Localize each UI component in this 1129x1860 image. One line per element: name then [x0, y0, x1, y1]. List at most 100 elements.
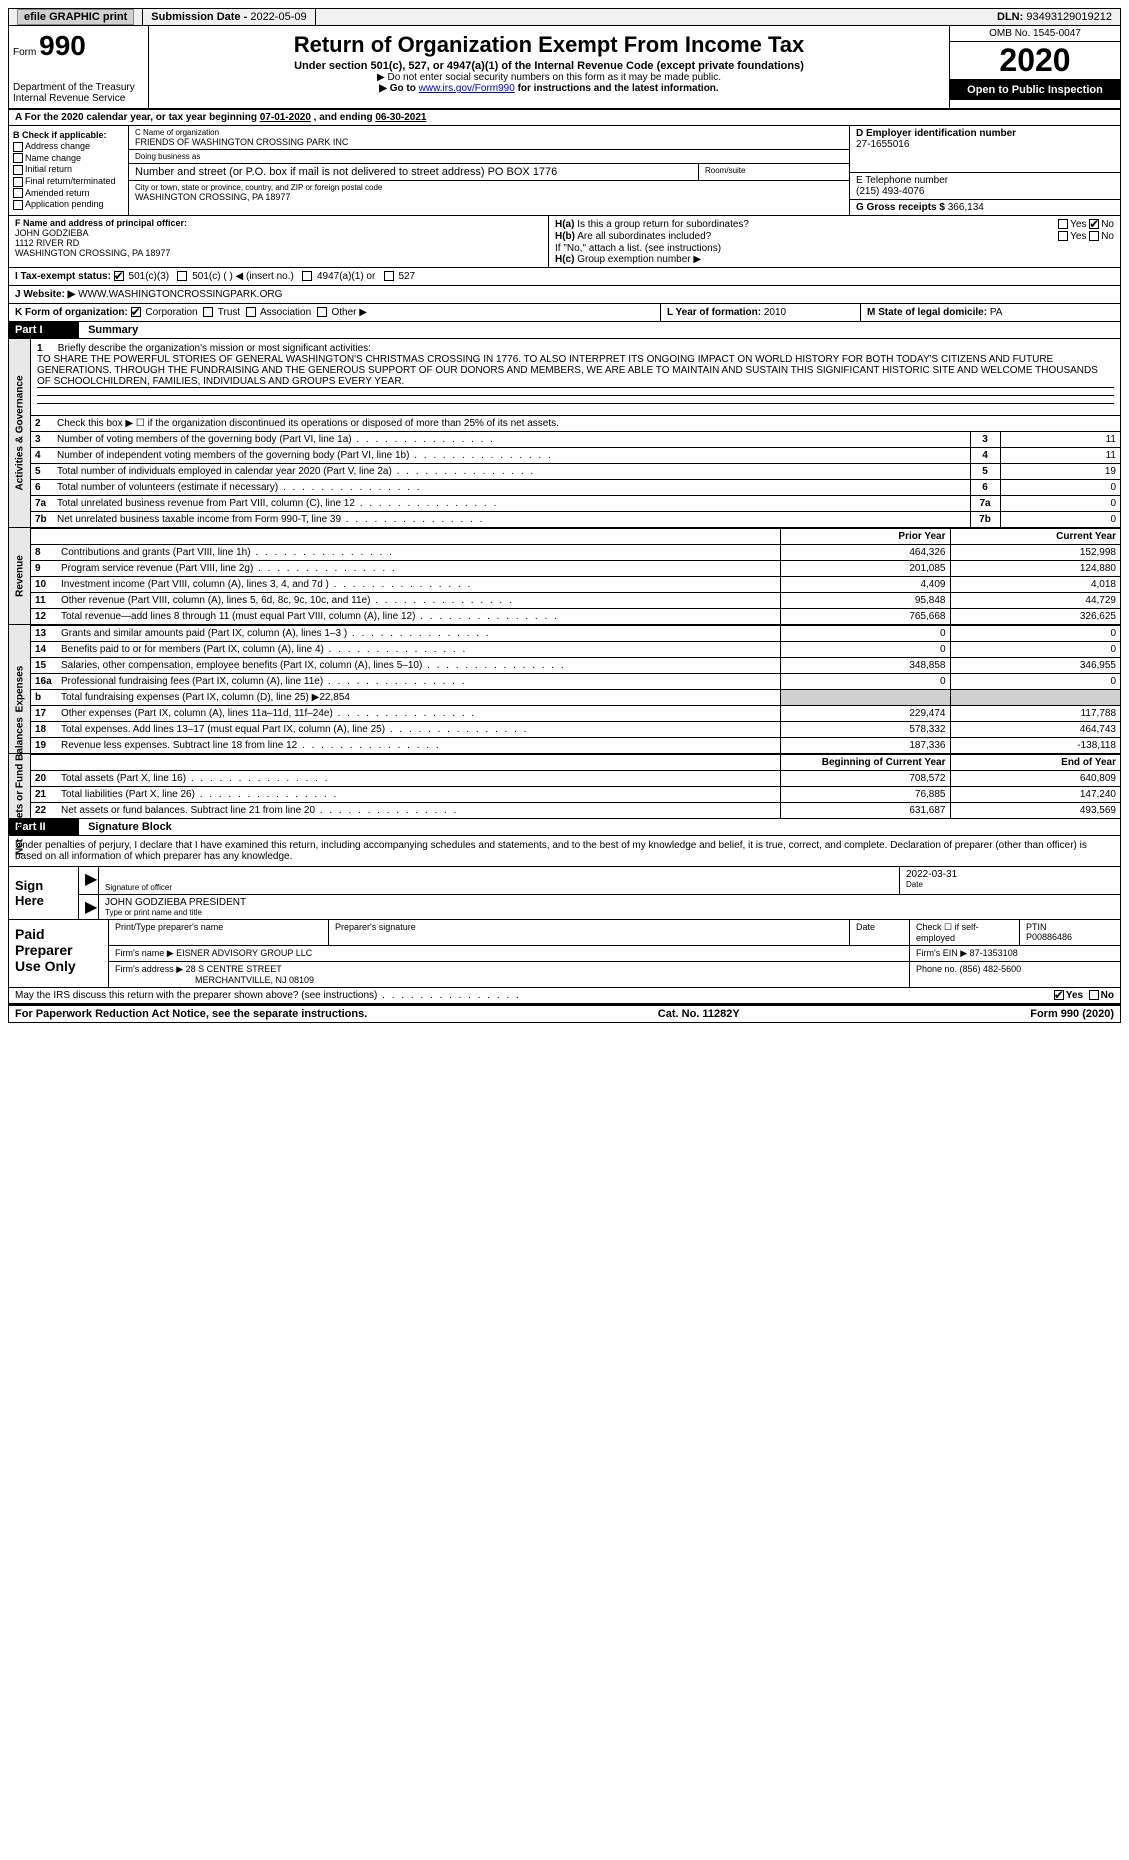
- signature-block: Under penalties of perjury, I declare th…: [8, 836, 1121, 988]
- efile-print-button[interactable]: efile GRAPHIC print: [17, 9, 134, 25]
- table-row: 4Number of independent voting members of…: [31, 447, 1120, 463]
- officer-label: F Name and address of principal officer:: [15, 218, 187, 228]
- table-row: 16aProfessional fundraising fees (Part I…: [31, 673, 1120, 689]
- sig-date: 2022-03-31: [906, 869, 1114, 880]
- officer-name-title: JOHN GODZIEBA PRESIDENT: [105, 897, 1114, 908]
- table-row: 17Other expenses (Part IX, column (A), l…: [31, 705, 1120, 721]
- perjury-declaration: Under penalties of perjury, I declare th…: [9, 836, 1120, 866]
- expenses-block: Expenses 13Grants and similar amounts pa…: [8, 625, 1121, 754]
- table-row: 19Revenue less expenses. Subtract line 1…: [31, 737, 1120, 753]
- firm-addr1: 28 S CENTRE STREET: [186, 964, 282, 974]
- form-header: Form 990 Department of the Treasury Inte…: [8, 26, 1121, 109]
- revenue-block: Revenue Prior YearCurrent Year8Contribut…: [8, 528, 1121, 625]
- hb-note: If "No," attach a list. (see instruction…: [555, 243, 1114, 254]
- sign-here-label: Sign Here: [9, 867, 79, 919]
- officer-addr2: WASHINGTON CROSSING, PA 18977: [15, 248, 170, 258]
- gross-receipts: 366,134: [948, 202, 984, 213]
- ein-label: D Employer identification number: [856, 128, 1016, 139]
- ptin: P00886486: [1026, 932, 1072, 942]
- net-assets-block: Net Assets or Fund Balances Beginning of…: [8, 754, 1121, 819]
- side-label-expenses: Expenses: [14, 665, 25, 712]
- submission-date: Submission Date - 2022-05-09: [143, 9, 315, 25]
- irs-link[interactable]: www.irs.gov/Form990: [419, 83, 515, 94]
- table-row: 18Total expenses. Add lines 13–17 (must …: [31, 721, 1120, 737]
- table-row: 2Check this box ▶ ☐ if the organization …: [31, 415, 1120, 431]
- open-to-public: Open to Public Inspection: [950, 80, 1120, 100]
- top-bar: efile GRAPHIC print Submission Date - 20…: [8, 8, 1121, 26]
- form-number: 990: [39, 30, 86, 61]
- website-row: J Website: ▶ WWW.WASHINGTONCROSSINGPARK.…: [8, 286, 1121, 304]
- suite-label: Room/suite: [699, 164, 849, 180]
- table-row: 7bNet unrelated business taxable income …: [31, 511, 1120, 527]
- cat-no: Cat. No. 11282Y: [658, 1008, 740, 1020]
- ssn-warning: ▶ Do not enter social security numbers o…: [153, 72, 945, 83]
- governance-table: 2Check this box ▶ ☐ if the organization …: [31, 415, 1120, 527]
- paid-preparer-label: Paid Preparer Use Only: [9, 920, 109, 987]
- table-row: 20Total assets (Part X, line 16)708,5726…: [31, 770, 1120, 786]
- table-row: 8Contributions and grants (Part VIII, li…: [31, 544, 1120, 560]
- officer-addr1: 1112 RIVER RD: [15, 238, 79, 248]
- table-row: 21Total liabilities (Part X, line 26)76,…: [31, 786, 1120, 802]
- side-label-governance: Activities & Governance: [14, 375, 25, 490]
- form-ref: Form 990 (2020): [1030, 1008, 1114, 1020]
- tax-year: 2020: [950, 42, 1120, 80]
- footer: For Paperwork Reduction Act Notice, see …: [8, 1004, 1121, 1023]
- tax-year-line: A For the 2020 calendar year, or tax yea…: [8, 109, 1121, 126]
- city-label: City or town, state or province, country…: [135, 183, 843, 192]
- check-if-applicable: B Check if applicable: Address change Na…: [9, 126, 129, 215]
- org-name: FRIENDS OF WASHINGTON CROSSING PARK INC: [135, 137, 348, 147]
- part-2-header: Part II Signature Block: [8, 819, 1121, 836]
- table-row: 15Salaries, other compensation, employee…: [31, 657, 1120, 673]
- phone: (215) 493-4076: [856, 186, 924, 197]
- table-row: 14Benefits paid to or for members (Part …: [31, 641, 1120, 657]
- website-url: WWW.WASHINGTONCROSSINGPARK.ORG: [78, 289, 282, 300]
- expenses-table: 13Grants and similar amounts paid (Part …: [31, 625, 1120, 753]
- table-row: 10Investment income (Part VIII, column (…: [31, 576, 1120, 592]
- firm-name: EISNER ADVISORY GROUP LLC: [176, 948, 312, 958]
- governance-block: Activities & Governance 1 Briefly descri…: [8, 339, 1121, 528]
- entity-block: B Check if applicable: Address change Na…: [8, 126, 1121, 216]
- sig-officer-label: Signature of officer: [105, 883, 893, 892]
- table-row: 5Total number of individuals employed in…: [31, 463, 1120, 479]
- street: PO BOX 1776: [488, 166, 558, 178]
- table-row: 12Total revenue—add lines 8 through 11 (…: [31, 608, 1120, 624]
- officer-row: F Name and address of principal officer:…: [8, 216, 1121, 268]
- table-row: 22Net assets or fund balances. Subtract …: [31, 802, 1120, 818]
- table-row: 11Other revenue (Part VIII, column (A), …: [31, 592, 1120, 608]
- sig-date-label: Date: [906, 880, 1114, 889]
- form-word: Form: [13, 47, 36, 58]
- street-label: Number and street (or P.O. box if mail i…: [135, 166, 485, 178]
- table-row: 7aTotal unrelated business revenue from …: [31, 495, 1120, 511]
- mission-section: 1 Briefly describe the organization's mi…: [31, 339, 1120, 415]
- preparer-phone: (856) 482-5600: [960, 964, 1022, 974]
- officer-name: JOHN GODZIEBA: [15, 228, 89, 238]
- tax-exempt-status-row: I Tax-exempt status: 501(c)(3) 501(c) ( …: [8, 268, 1121, 286]
- side-label-revenue: Revenue: [14, 555, 25, 597]
- paid-preparer-block: Paid Preparer Use Only Print/Type prepar…: [9, 919, 1120, 987]
- firm-addr2: MERCHANTVILLE, NJ 08109: [195, 975, 314, 985]
- net-assets-table: Beginning of Current YearEnd of Year20To…: [31, 754, 1120, 818]
- officer-name-label: Type or print name and title: [105, 908, 1114, 917]
- table-row: 13Grants and similar amounts paid (Part …: [31, 625, 1120, 641]
- paperwork-notice: For Paperwork Reduction Act Notice, see …: [15, 1008, 367, 1020]
- firm-ein: 87-1353108: [970, 948, 1018, 958]
- org-form-row: K Form of organization: Corporation Trus…: [8, 304, 1121, 322]
- mission-text: TO SHARE THE POWERFUL STORIES OF GENERAL…: [37, 354, 1098, 387]
- discuss-row: May the IRS discuss this return with the…: [8, 988, 1121, 1004]
- form-title: Return of Organization Exempt From Incom…: [153, 32, 945, 58]
- dba-label: Doing business as: [135, 152, 843, 161]
- ein: 27-1655016: [856, 139, 909, 150]
- table-row: 3Number of voting members of the governi…: [31, 431, 1120, 447]
- gross-receipts-label: G Gross receipts $: [856, 202, 948, 213]
- part-1-header: Part I Summary: [8, 322, 1121, 339]
- org-name-label: C Name of organization: [135, 128, 843, 137]
- form-subtitle: Under section 501(c), 527, or 4947(a)(1)…: [153, 60, 945, 72]
- table-row: 9Program service revenue (Part VIII, lin…: [31, 560, 1120, 576]
- irs-label: Internal Revenue Service: [13, 93, 144, 104]
- phone-label: E Telephone number: [856, 175, 948, 186]
- dln: DLN: 93493129019212: [989, 9, 1120, 25]
- table-row: 6Total number of volunteers (estimate if…: [31, 479, 1120, 495]
- table-row: bTotal fundraising expenses (Part IX, co…: [31, 689, 1120, 705]
- instructions-link-row: ▶ Go to www.irs.gov/Form990 for instruct…: [153, 83, 945, 94]
- city: WASHINGTON CROSSING, PA 18977: [135, 192, 290, 202]
